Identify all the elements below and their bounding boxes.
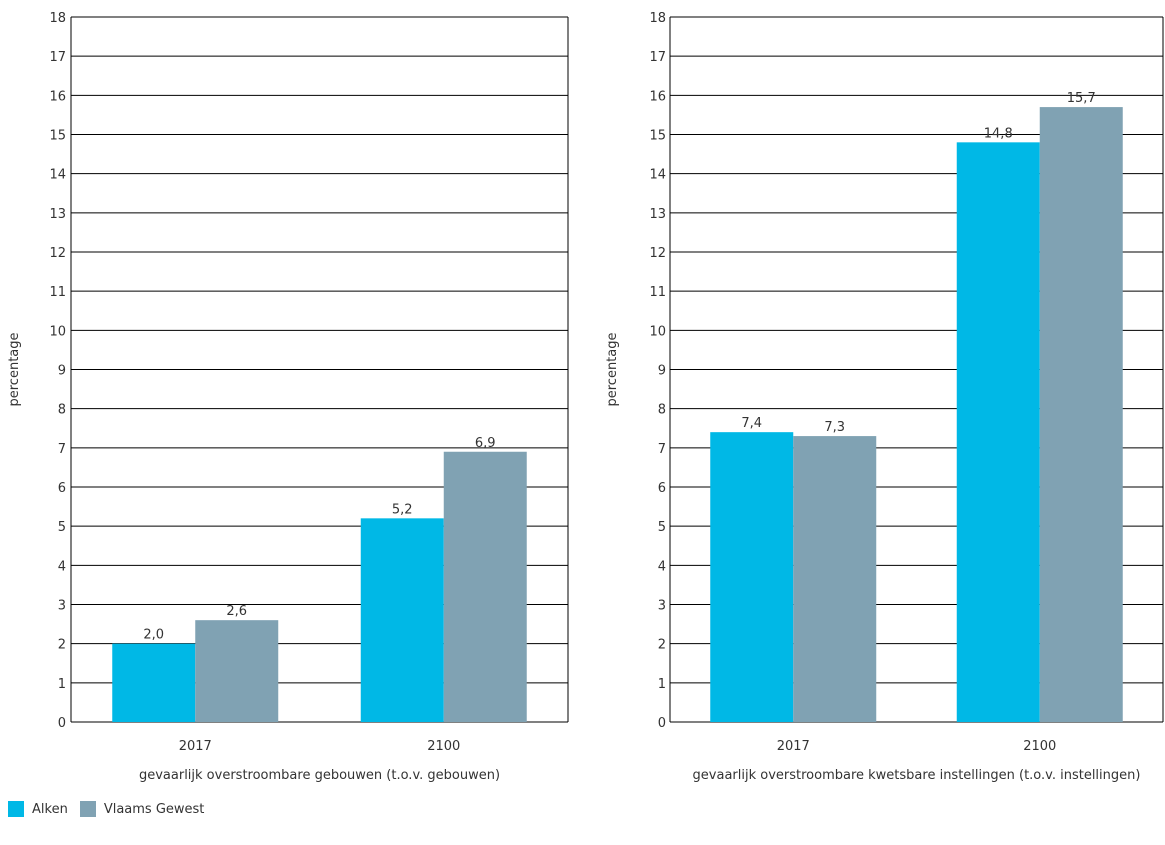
panel2-y-tick-label-1: 1: [658, 677, 666, 692]
panel2-y-tick-label-7: 7: [658, 442, 666, 457]
panel2-x-tick-label-2100: 2100: [1023, 739, 1056, 754]
panel2-y-tick-label-17: 17: [649, 50, 666, 65]
panel2-bar-2017-alken: [710, 432, 794, 722]
panel1-y-tick-label-6: 6: [58, 481, 66, 496]
panel2-y-tick-label-18: 18: [649, 11, 666, 26]
panel1-y-tick-label-11: 11: [49, 285, 66, 300]
panel2-y-tick-label-11: 11: [649, 285, 666, 300]
legend-item-vlaams-gewest: Vlaams Gewest: [79, 801, 205, 817]
panel2-data-label-2100-alken: 14,8: [984, 126, 1013, 141]
panel2-y-tick-label-3: 3: [658, 599, 666, 614]
legend-label-vlaams-gewest: Vlaams Gewest: [103, 801, 205, 817]
panel1-y-tick-label-17: 17: [49, 50, 66, 65]
panel1-x-axis-title: gevaarlijk overstroombare gebouwen (t.o.…: [139, 768, 500, 783]
panel2-data-label-2017-alken: 7,4: [741, 416, 762, 431]
panel1-bar-2100-alken: [360, 518, 444, 722]
panel2-y-tick-label-14: 14: [649, 168, 666, 183]
panel2-y-tick-label-16: 16: [649, 89, 666, 104]
legend-swatch-vlaams-gewest: [79, 801, 96, 817]
legend-item-alken: Alken: [8, 801, 68, 817]
panel1-bar-2100-vlaams-gewest: [443, 451, 527, 722]
panel1-y-tick-label-5: 5: [58, 520, 66, 535]
panel2-x-tick-label-2017: 2017: [777, 739, 810, 754]
panel1-bar-2017-alken: [112, 643, 196, 722]
panel2-y-tick-label-2: 2: [658, 638, 666, 653]
panel1-y-tick-label-1: 1: [58, 677, 66, 692]
panel2-y-tick-label-6: 6: [658, 481, 666, 496]
panel1-data-label-2017-vlaams-gewest: 2,6: [226, 604, 247, 619]
panel1-y-tick-label-13: 13: [49, 207, 66, 222]
panel1-y-tick-label-12: 12: [49, 246, 66, 261]
legend: Alken Vlaams Gewest: [8, 801, 216, 817]
panel2-y-tick-label-4: 4: [658, 559, 666, 574]
panel2-y-axis-title: percentage: [605, 332, 620, 406]
panel2-y-tick-label-12: 12: [649, 246, 666, 261]
panel1-y-tick-label-7: 7: [58, 442, 66, 457]
panel1-y-tick-label-9: 9: [58, 364, 66, 379]
panel1-y-tick-label-3: 3: [58, 599, 66, 614]
panel2-bar-2017-vlaams-gewest: [793, 436, 877, 722]
panel2-y-tick-label-15: 15: [649, 129, 666, 144]
panel2-data-label-2100-vlaams-gewest: 15,7: [1067, 91, 1096, 106]
panel1-y-tick-label-15: 15: [49, 129, 66, 144]
panel2-data-label-2017-vlaams-gewest: 7,3: [824, 420, 845, 435]
panel1-y-tick-label-16: 16: [49, 89, 66, 104]
panel1-y-tick-label-2: 2: [58, 638, 66, 653]
panel1-data-label-2017-alken: 2,0: [143, 628, 164, 643]
panel2-y-tick-label-0: 0: [658, 716, 666, 731]
panel2-y-tick-label-9: 9: [658, 364, 666, 379]
panel1-data-label-2100-vlaams-gewest: 6,9: [475, 436, 496, 451]
legend-swatch-alken: [8, 801, 24, 817]
panel2-y-tick-label-13: 13: [649, 207, 666, 222]
panel1-bar-2017-vlaams-gewest: [195, 620, 279, 722]
panel2-y-tick-label-8: 8: [658, 403, 666, 418]
charts-canvas: 0123456789101112131415161718percentage2,…: [7, 11, 1164, 783]
panel1-y-tick-label-18: 18: [49, 11, 66, 26]
panel1-y-axis-title: percentage: [7, 332, 22, 406]
panel1-y-tick-label-10: 10: [49, 324, 66, 339]
panel2-y-tick-label-10: 10: [649, 324, 666, 339]
legend-label-alken: Alken: [32, 801, 68, 817]
panel1-x-tick-label-2017: 2017: [179, 739, 212, 754]
panel2-x-axis-title: gevaarlijk overstroombare kwetsbare inst…: [693, 768, 1141, 783]
panel1-x-tick-label-2100: 2100: [427, 739, 460, 754]
panel2-y-tick-label-5: 5: [658, 520, 666, 535]
panel2-bar-2100-vlaams-gewest: [1039, 107, 1123, 723]
panel1-data-label-2100-alken: 5,2: [392, 502, 413, 517]
panel1-y-tick-label-4: 4: [58, 559, 66, 574]
panel1-y-tick-label-0: 0: [58, 716, 66, 731]
panel1-y-tick-label-14: 14: [49, 168, 66, 183]
panel1-y-tick-label-8: 8: [58, 403, 66, 418]
panel2-bar-2100-alken: [956, 142, 1040, 723]
